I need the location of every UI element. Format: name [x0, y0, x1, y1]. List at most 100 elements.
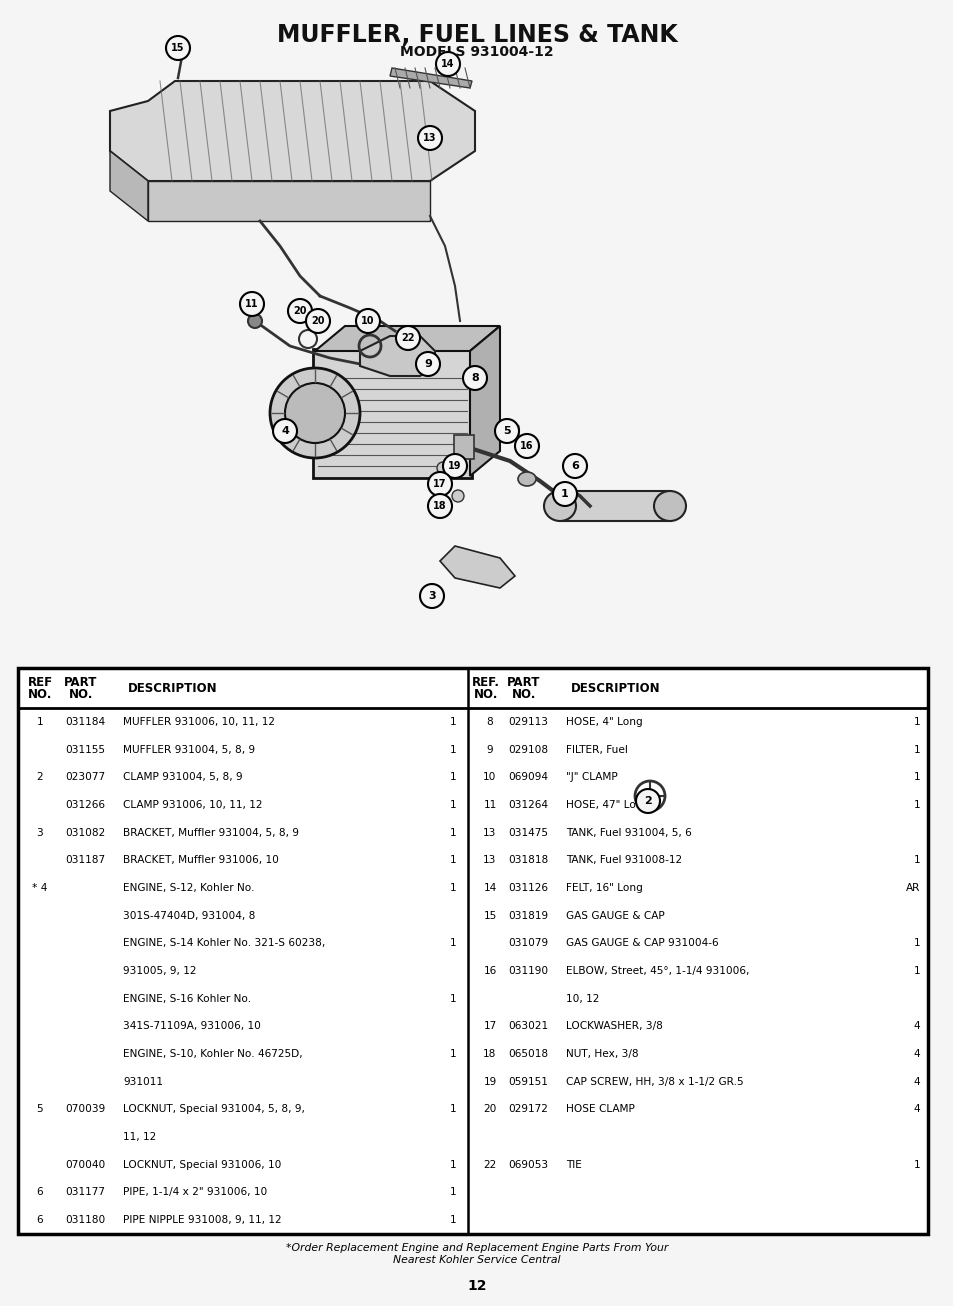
Text: 20: 20 [293, 306, 307, 316]
Text: 931005, 9, 12: 931005, 9, 12 [123, 966, 196, 976]
Ellipse shape [517, 471, 536, 486]
Text: REF.: REF. [472, 675, 499, 688]
Text: 031475: 031475 [507, 828, 547, 837]
Circle shape [562, 454, 586, 478]
Text: 1: 1 [449, 994, 456, 1004]
Text: 13: 13 [423, 133, 436, 142]
Text: 070040: 070040 [65, 1160, 105, 1170]
Text: 5: 5 [502, 426, 510, 436]
Circle shape [355, 310, 379, 333]
Text: 031190: 031190 [507, 966, 548, 976]
Text: 10: 10 [483, 772, 497, 782]
Text: GAS GAUGE & CAP 931004-6: GAS GAUGE & CAP 931004-6 [565, 938, 718, 948]
Text: GAS GAUGE & CAP: GAS GAUGE & CAP [565, 910, 664, 921]
Text: 031126: 031126 [507, 883, 547, 893]
Text: 4: 4 [912, 1105, 919, 1114]
Text: 029113: 029113 [507, 717, 547, 727]
Text: REF: REF [28, 675, 52, 688]
Text: TANK, Fuel 931008-12: TANK, Fuel 931008-12 [565, 855, 681, 866]
Text: 070039: 070039 [65, 1105, 105, 1114]
Text: 14: 14 [441, 59, 455, 69]
Circle shape [436, 481, 449, 492]
Text: NO.: NO. [28, 687, 52, 700]
Text: 5: 5 [36, 1105, 43, 1114]
Text: 031180: 031180 [65, 1215, 105, 1225]
Text: 031187: 031187 [65, 855, 105, 866]
Text: 10: 10 [361, 316, 375, 326]
Circle shape [414, 355, 426, 367]
Circle shape [285, 383, 345, 443]
Text: 1: 1 [560, 488, 568, 499]
Text: 1: 1 [912, 1160, 919, 1170]
Text: 065018: 065018 [507, 1049, 548, 1059]
Text: 1: 1 [36, 717, 43, 727]
Text: 13: 13 [483, 828, 497, 837]
Text: "J" CLAMP: "J" CLAMP [565, 772, 618, 782]
Text: 031818: 031818 [507, 855, 548, 866]
Text: 12: 12 [467, 1279, 486, 1293]
Text: 1: 1 [912, 799, 919, 810]
Text: ENGINE, S-16 Kohler No.: ENGINE, S-16 Kohler No. [123, 994, 251, 1004]
Text: 3: 3 [36, 828, 43, 837]
Text: 031184: 031184 [65, 717, 105, 727]
Text: LOCKNUT, Special 931006, 10: LOCKNUT, Special 931006, 10 [123, 1160, 281, 1170]
Text: 059151: 059151 [507, 1076, 547, 1087]
Text: 16: 16 [519, 441, 533, 451]
Polygon shape [110, 81, 475, 182]
Text: 10, 12: 10, 12 [565, 994, 598, 1004]
Text: 11: 11 [483, 799, 497, 810]
Circle shape [462, 366, 486, 390]
Text: 1: 1 [449, 744, 456, 755]
Ellipse shape [654, 491, 685, 521]
Text: 4: 4 [912, 1076, 919, 1087]
Text: 1: 1 [912, 772, 919, 782]
Text: 1: 1 [449, 883, 456, 893]
Text: 2: 2 [36, 772, 43, 782]
Text: 301S-47404D, 931004, 8: 301S-47404D, 931004, 8 [123, 910, 255, 921]
Text: BRACKET, Muffler 931004, 5, 8, 9: BRACKET, Muffler 931004, 5, 8, 9 [123, 828, 298, 837]
Circle shape [428, 494, 452, 518]
Text: HOSE, 4" Long: HOSE, 4" Long [565, 717, 642, 727]
Text: LOCKNUT, Special 931004, 5, 8, 9,: LOCKNUT, Special 931004, 5, 8, 9, [123, 1105, 305, 1114]
Polygon shape [359, 336, 435, 376]
Text: 15: 15 [172, 43, 185, 54]
Polygon shape [470, 326, 499, 475]
Text: 13: 13 [483, 855, 497, 866]
Text: 14: 14 [483, 883, 497, 893]
Text: 063021: 063021 [507, 1021, 548, 1032]
Text: 18: 18 [483, 1049, 497, 1059]
Text: MODELS 931004-12: MODELS 931004-12 [399, 44, 554, 59]
Text: FELT, 16" Long: FELT, 16" Long [565, 883, 642, 893]
Text: 1: 1 [912, 717, 919, 727]
Polygon shape [439, 546, 515, 588]
Text: *Order Replacement Engine and Replacement Engine Parts From Your
Nearest Kohler : *Order Replacement Engine and Replacemen… [286, 1243, 667, 1264]
Text: 9: 9 [486, 744, 493, 755]
Text: 6: 6 [36, 1215, 43, 1225]
Text: 1: 1 [449, 717, 456, 727]
Text: 4: 4 [912, 1049, 919, 1059]
FancyBboxPatch shape [18, 667, 927, 1234]
Text: PART: PART [64, 675, 97, 688]
Text: 6: 6 [571, 461, 578, 471]
Text: PART: PART [507, 675, 540, 688]
Text: 1: 1 [449, 799, 456, 810]
Text: 19: 19 [483, 1076, 497, 1087]
Text: 1: 1 [449, 855, 456, 866]
Circle shape [416, 353, 439, 376]
Text: 1: 1 [449, 1215, 456, 1225]
Text: 031082: 031082 [65, 828, 105, 837]
Text: ELBOW, Street, 45°, 1-1/4 931006,: ELBOW, Street, 45°, 1-1/4 931006, [565, 966, 749, 976]
Text: 8: 8 [486, 717, 493, 727]
Circle shape [273, 419, 296, 443]
Text: CLAMP 931004, 5, 8, 9: CLAMP 931004, 5, 8, 9 [123, 772, 242, 782]
Text: 1: 1 [449, 1049, 456, 1059]
Text: 1: 1 [912, 855, 919, 866]
Text: 069053: 069053 [507, 1160, 548, 1170]
Text: DESCRIPTION: DESCRIPTION [128, 682, 217, 695]
Text: 1: 1 [449, 938, 456, 948]
Text: 16: 16 [483, 966, 497, 976]
Text: 22: 22 [401, 333, 415, 343]
Text: FILTER, Fuel: FILTER, Fuel [565, 744, 627, 755]
Text: 1: 1 [449, 1187, 456, 1198]
Circle shape [428, 471, 452, 496]
